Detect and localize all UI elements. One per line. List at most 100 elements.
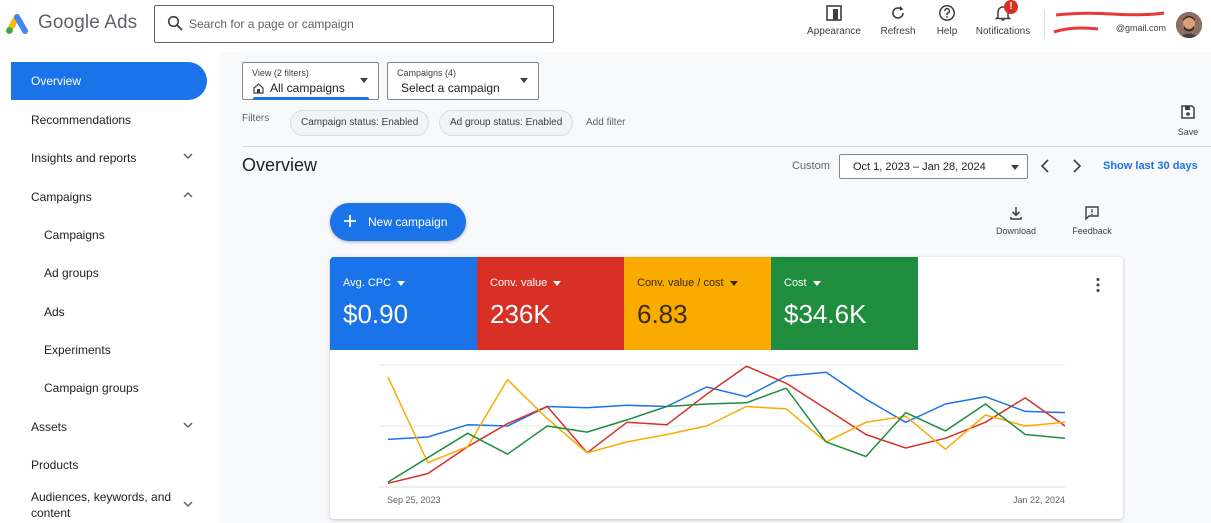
sidebar-item-ads[interactable]: Ads <box>11 293 207 331</box>
dropdown-arrow-icon[interactable] <box>729 280 738 286</box>
google-ads-logo[interactable] <box>6 12 32 34</box>
dropdown-arrow-icon[interactable] <box>553 280 562 286</box>
sidebar-item-label: Insights and reports <box>31 151 137 165</box>
sidebar-item-assets[interactable]: Assets <box>11 408 207 446</box>
search-input[interactable] <box>189 14 539 34</box>
building-icon <box>253 83 264 94</box>
appearance-label: Appearance <box>807 26 861 37</box>
metric-tile-avg-cpc[interactable]: Avg. CPC $0.90 <box>330 257 477 350</box>
filter-chip-ad-group-status[interactable]: Ad group status: Enabled <box>439 110 574 136</box>
metric-tile-conv-value-cost[interactable]: Conv. value / cost 6.83 <box>624 257 771 350</box>
sidebar-item-label: Recommendations <box>31 113 132 127</box>
account-info[interactable]: @gmail.com <box>1052 10 1166 34</box>
dropdown-arrow-icon <box>520 78 528 83</box>
sidebar-item-products[interactable]: Products <box>11 446 207 484</box>
sidebar-item-ad-groups[interactable]: Ad groups <box>11 254 207 292</box>
view-selector-caption: View (2 filters) <box>252 68 309 78</box>
metric-value: 236K <box>490 299 551 329</box>
help-icon <box>939 5 955 21</box>
sidebar: Overview Recommendations Insights and re… <box>0 52 220 523</box>
view-selector-value: All campaigns <box>270 81 345 95</box>
download-button[interactable]: Download <box>992 205 1040 236</box>
sidebar-item-campaigns-group[interactable]: Campaigns <box>11 178 207 216</box>
view-selector-underline <box>253 97 369 100</box>
sidebar-item-label: Overview <box>31 74 82 88</box>
metric-name: Avg. CPC <box>343 277 392 289</box>
save-button[interactable]: Save <box>1172 104 1204 137</box>
date-custom-label: Custom <box>792 160 830 172</box>
dropdown-arrow-icon[interactable] <box>397 280 406 286</box>
series-line-cost <box>387 387 1066 483</box>
sidebar-item-label: Campaigns <box>44 228 105 242</box>
more-options-icon[interactable] <box>1095 277 1101 293</box>
avatar[interactable] <box>1176 12 1202 38</box>
metric-name: Conv. value <box>490 277 548 289</box>
new-campaign-label: New campaign <box>368 215 448 229</box>
campaign-selector-caption: Campaigns (4) <box>397 68 457 78</box>
date-range-value: Oct 1, 2023 – Jan 28, 2024 <box>853 161 986 173</box>
feedback-icon <box>1085 206 1099 221</box>
series-line-conv-value <box>387 365 1066 485</box>
show-last-30-days-link[interactable]: Show last 30 days <box>1103 160 1198 172</box>
series-line-conv-value-cost <box>387 376 1066 464</box>
sidebar-item-label: Campaigns <box>31 190 92 204</box>
notification-badge: ! <box>1004 0 1018 14</box>
dropdown-arrow-icon <box>1011 165 1019 170</box>
download-icon <box>1010 207 1022 220</box>
sidebar-item-overview[interactable]: Overview <box>11 62 207 100</box>
brand-name[interactable]: Google Ads <box>38 12 138 33</box>
add-filter-button[interactable]: Add filter <box>586 117 626 128</box>
sidebar-item-label: Audiences, keywords, and <box>31 490 172 504</box>
refresh-label: Refresh <box>880 26 916 37</box>
sidebar-item-insights-and-reports[interactable]: Insights and reports <box>11 139 207 177</box>
sidebar-item-label: Ad groups <box>44 266 99 280</box>
sidebar-item-recommendations[interactable]: Recommendations <box>11 101 207 139</box>
chevron-down-icon <box>183 153 193 160</box>
view-selector[interactable]: View (2 filters) All campaigns <box>242 62 379 100</box>
date-range-picker[interactable]: Oct 1, 2023 – Jan 28, 2024 <box>839 154 1028 179</box>
plus-icon <box>344 215 356 227</box>
sidebar-item-label: Campaign groups <box>44 381 139 395</box>
page-title: Overview <box>242 155 318 175</box>
sidebar-item-audiences[interactable]: Audiences, keywords, and content <box>11 484 207 523</box>
metric-tile-conv-value[interactable]: Conv. value 236K <box>477 257 624 350</box>
performance-chart[interactable]: Sep 25, 2023 Jan 22, 2024 <box>330 350 1123 519</box>
save-label: Save <box>1177 127 1199 137</box>
sidebar-item-campaigns[interactable]: Campaigns <box>11 216 207 254</box>
new-campaign-button[interactable]: New campaign <box>330 203 466 241</box>
sidebar-item-campaign-groups[interactable]: Campaign groups <box>11 369 207 407</box>
download-label: Download <box>995 226 1037 236</box>
metric-name: Conv. value / cost <box>637 277 724 289</box>
sidebar-item-label-line2: content <box>31 506 71 520</box>
refresh-button[interactable]: Refresh <box>878 4 918 44</box>
redaction-scribble <box>1053 11 1165 34</box>
overview-card: Avg. CPC $0.90 Conv. value 236K Conv. va… <box>330 257 1123 519</box>
metric-name: Cost <box>784 277 807 289</box>
dropdown-arrow-icon[interactable] <box>812 280 821 286</box>
metric-value: $34.6K <box>784 299 867 329</box>
help-label: Help <box>936 26 958 37</box>
series-line-avg-cpc <box>387 371 1066 441</box>
save-icon <box>1181 105 1195 119</box>
x-tick-label-end: Jan 22, 2024 <box>1013 495 1065 505</box>
appearance-button[interactable]: Appearance <box>806 4 862 44</box>
chevron-right-icon[interactable] <box>1069 157 1085 175</box>
divider <box>242 146 1211 147</box>
feedback-button[interactable]: Feedback <box>1068 205 1116 236</box>
help-button[interactable]: Help <box>932 4 962 44</box>
refresh-icon <box>892 6 904 19</box>
sidebar-item-experiments[interactable]: Experiments <box>11 331 207 369</box>
sidebar-item-label: Assets <box>31 420 68 434</box>
metric-tile-cost[interactable]: Cost $34.6K <box>771 257 918 350</box>
chevron-left-icon[interactable] <box>1037 157 1053 175</box>
feedback-label: Feedback <box>1072 226 1112 236</box>
search-icon <box>167 15 183 31</box>
filter-chip-campaign-status[interactable]: Campaign status: Enabled <box>290 110 430 136</box>
account-email: @gmail.com <box>1115 23 1166 33</box>
appearance-icon <box>826 5 842 21</box>
search-box[interactable] <box>154 5 554 43</box>
user-photo <box>1176 12 1202 38</box>
campaign-selector[interactable]: Campaigns (4) Select a campaign <box>387 62 539 100</box>
sidebar-item-label: Products <box>31 458 79 472</box>
notifications-button[interactable]: ! Notifications <box>972 0 1034 44</box>
